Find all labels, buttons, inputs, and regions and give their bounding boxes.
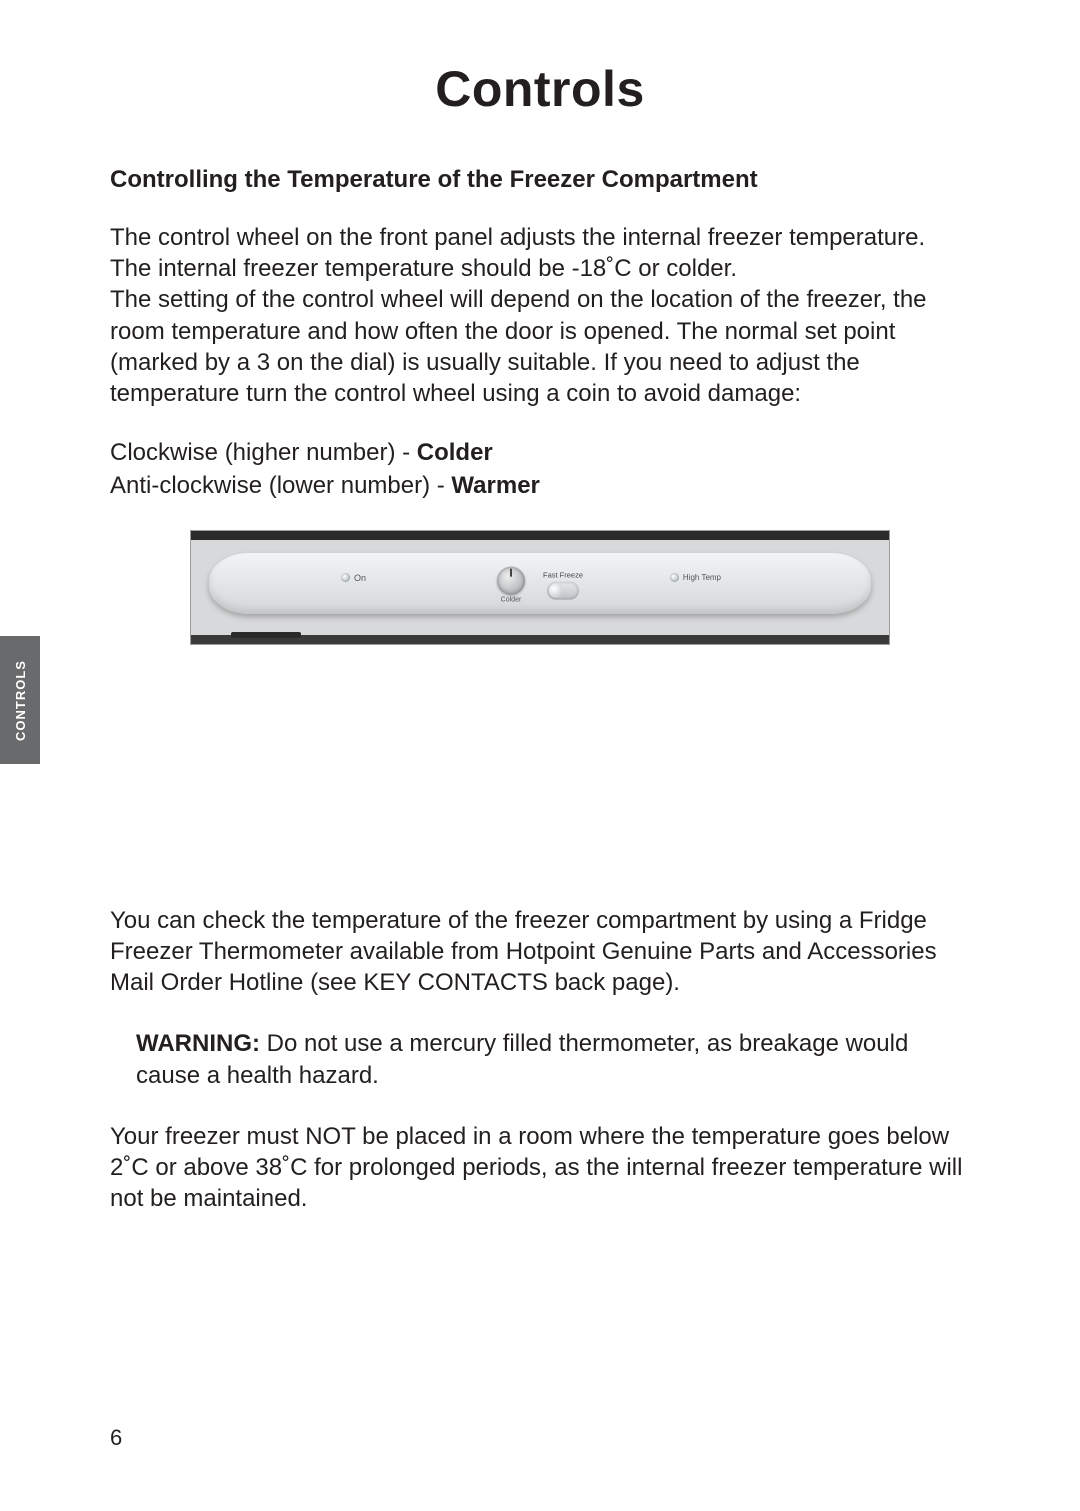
direction-bold: Colder <box>417 439 493 466</box>
warning-block: WARNING: Do not use a mercury filled the… <box>110 1028 970 1090</box>
temperature-dial <box>497 567 525 595</box>
intro-line-3: The setting of the control wheel will de… <box>110 284 970 409</box>
warning-paragraph: WARNING: Do not use a mercury filled the… <box>136 1028 944 1090</box>
panel-on-indicator: On <box>341 573 366 583</box>
section-heading: Controlling the Temperature of the Freez… <box>110 166 970 194</box>
high-temp-label: High Temp <box>683 573 721 582</box>
direction-prefix: Anti-clockwise (lower number) - <box>110 472 451 499</box>
page-title: Controls <box>110 60 970 118</box>
side-tab: CONTROLS <box>0 636 40 764</box>
direction-anticlockwise: Anti-clockwise (lower number) - Warmer <box>110 470 970 502</box>
led-icon <box>670 573 679 582</box>
page-number: 6 <box>110 1425 122 1451</box>
thermometer-block: You can check the temperature of the fre… <box>110 905 970 999</box>
control-panel-figure: On Colder Fast Freeze High Temp <box>110 530 970 645</box>
high-temp-indicator: High Temp <box>670 573 721 582</box>
led-icon <box>341 573 350 582</box>
direction-clockwise: Clockwise (higher number) - Colder <box>110 437 970 469</box>
direction-bold: Warmer <box>451 472 539 499</box>
panel-center-controls: Colder Fast Freeze <box>497 567 583 604</box>
thermometer-text: You can check the temperature of the fre… <box>110 905 970 999</box>
intro-line-1: The control wheel on the front panel adj… <box>110 222 970 253</box>
placement-text: Your freezer must NOT be placed in a roo… <box>110 1121 970 1215</box>
direction-block: Clockwise (higher number) - Colder Anti-… <box>110 437 970 502</box>
intro-block: The control wheel on the front panel adj… <box>110 222 970 409</box>
placement-block: Your freezer must NOT be placed in a roo… <box>110 1121 970 1215</box>
manual-page: Controls Controlling the Temperature of … <box>0 0 1080 1511</box>
freezer-control-panel: On Colder Fast Freeze High Temp <box>190 530 890 645</box>
fast-freeze-group: Fast Freeze <box>543 571 583 600</box>
fast-freeze-switch <box>547 582 579 600</box>
temperature-dial-group: Colder <box>497 567 525 604</box>
direction-prefix: Clockwise (higher number) - <box>110 439 417 466</box>
panel-edge-icon <box>231 632 301 638</box>
dial-ticks-icon <box>492 562 530 600</box>
side-tab-label: CONTROLS <box>13 660 28 741</box>
warning-label: WARNING: <box>136 1030 260 1057</box>
fast-freeze-label: Fast Freeze <box>543 571 583 580</box>
on-label: On <box>354 573 366 583</box>
intro-line-2: The internal freezer temperature should … <box>110 253 970 284</box>
